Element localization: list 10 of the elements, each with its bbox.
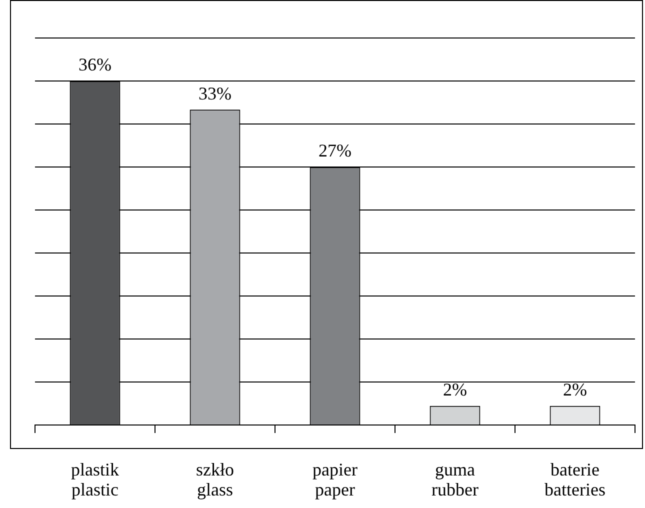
- x-tick-label: szkło glass: [196, 460, 234, 500]
- data-label: 36%: [78, 54, 112, 75]
- x-tick-label: papier paper: [312, 460, 358, 500]
- data-label: 2%: [443, 380, 467, 400]
- data-label: 2%: [563, 380, 587, 400]
- x-tick-label: baterie batteries: [544, 460, 606, 500]
- x-tick-label: guma rubber: [432, 460, 478, 500]
- data-label: 33%: [198, 83, 232, 104]
- x-tick-label: plastik plastic: [71, 460, 119, 500]
- data-label: 27%: [318, 140, 352, 161]
